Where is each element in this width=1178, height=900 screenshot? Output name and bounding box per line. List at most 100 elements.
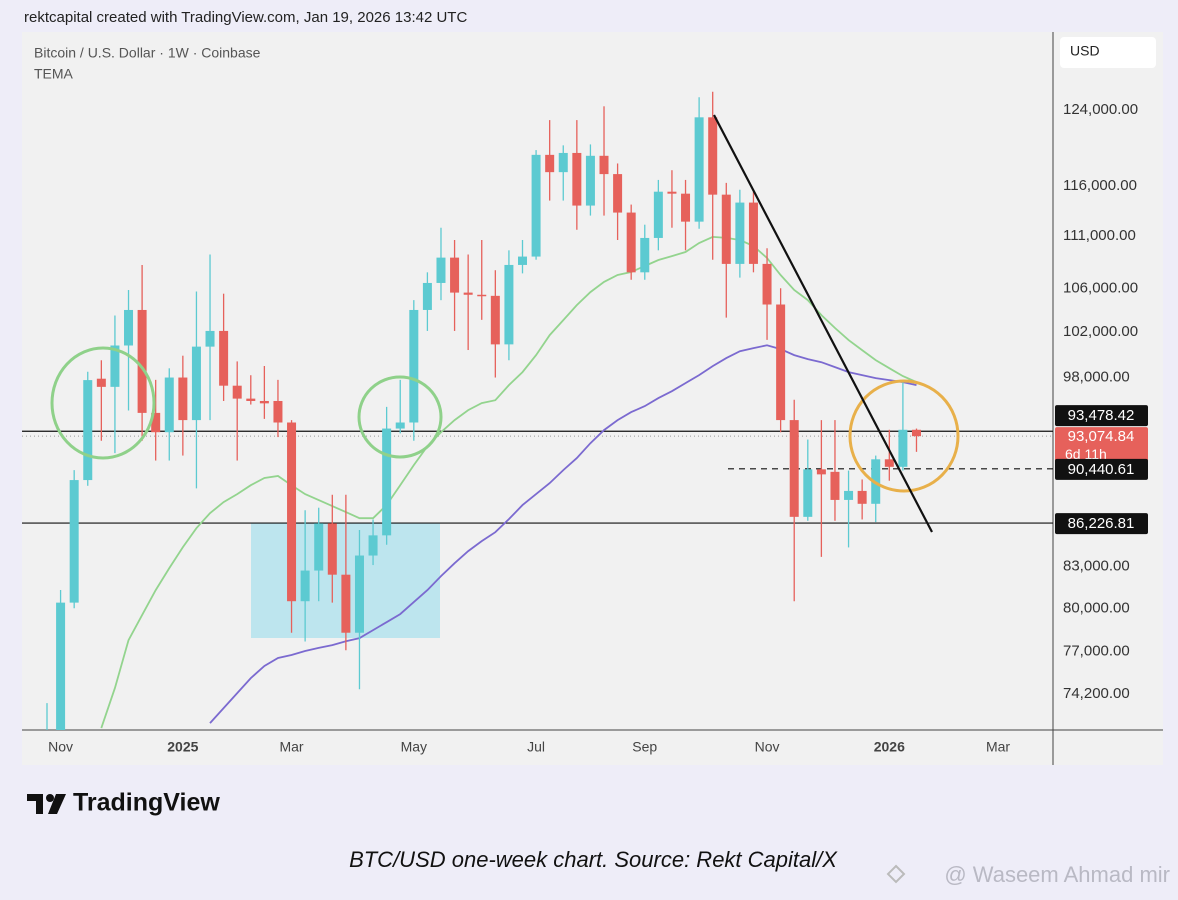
candle-body [857, 490, 867, 504]
candle-body [585, 155, 595, 206]
last-price-tag [1055, 427, 1148, 466]
candle-body [463, 292, 473, 295]
candle-body [816, 469, 826, 475]
candle-body [178, 377, 188, 421]
candle-body [450, 257, 460, 293]
level-label: 86,226.81 [1068, 515, 1135, 532]
x-tick-label: 2026 [874, 739, 905, 755]
header: rektcapital created with TradingView.com… [24, 9, 467, 26]
candle-body [572, 152, 582, 206]
countdown: 6d 11h [1065, 446, 1107, 462]
candle-body [626, 212, 636, 273]
circle-annotation [50, 346, 156, 460]
last-price-label: 93,074.84 [1068, 428, 1135, 445]
candle-body [327, 523, 337, 575]
candle-body [518, 256, 527, 265]
candle-body [748, 202, 758, 264]
chart-panel [22, 32, 1163, 765]
x-tick-label: Jul [527, 739, 545, 755]
candle-body [259, 400, 269, 404]
y-tick-label: 80,000.00 [1063, 599, 1130, 616]
x-tick-label: Nov [755, 739, 780, 755]
candle-body [504, 264, 514, 345]
candle-body [844, 490, 854, 500]
candle-body [422, 282, 432, 310]
candle-body [287, 422, 297, 602]
x-axis: Nov 2025 Mar May Jul Sep Nov 2026 Mar [48, 739, 1010, 755]
candle-body [151, 412, 161, 433]
currency-button[interactable] [1060, 37, 1156, 68]
candle-body [830, 471, 840, 500]
annotations [50, 114, 960, 533]
candle-body [762, 263, 772, 305]
candle-body [246, 398, 256, 401]
x-tick-label: Sep [632, 739, 657, 755]
candles [43, 91, 921, 793]
candle-body [640, 237, 650, 273]
candle-body [721, 194, 731, 264]
levels [22, 430, 1053, 524]
candle-body [341, 574, 351, 633]
x-tick-label: 2025 [167, 739, 198, 755]
candle-body [653, 191, 663, 238]
candle-body [395, 422, 405, 429]
level-tag [1055, 513, 1148, 535]
candle-body [803, 469, 813, 517]
caption: BTC/USD one-week chart. Source: Rekt Cap… [349, 847, 838, 872]
overlays [100, 235, 917, 729]
x-tick-label: Nov [48, 739, 73, 755]
y-tick-label: 116,000.00 [1063, 177, 1137, 194]
candle-body [69, 480, 79, 603]
indicator-line [100, 235, 917, 729]
candle-body [545, 154, 555, 173]
y-tick-label: 124,000.00 [1063, 101, 1138, 118]
candle-body [191, 346, 201, 421]
x-tick-label: Mar [279, 739, 303, 755]
trendline [713, 114, 933, 533]
candle-body [300, 570, 310, 602]
candle-body [667, 191, 677, 194]
level-label: 93,478.42 [1068, 407, 1135, 424]
candle-body [56, 602, 66, 730]
candle-body [273, 400, 283, 423]
candle-body [911, 429, 921, 437]
candle-body [708, 117, 718, 195]
level-tag [1055, 458, 1148, 480]
y-tick-label: 102,000.00 [1063, 323, 1138, 340]
candle-body [232, 385, 242, 399]
candle-body [490, 295, 500, 345]
currency-label[interactable]: USD [1070, 43, 1100, 59]
x-tick-label: Mar [986, 739, 1010, 755]
candle-body [436, 257, 446, 283]
y-tick-label: 98,000.00 [1063, 369, 1130, 386]
candle-body [558, 152, 568, 173]
y-tick-label: 83,000.00 [1063, 557, 1130, 574]
watermark: @ Waseem Ahmad mir [944, 862, 1170, 887]
y-tick-label: 77,000.00 [1063, 643, 1130, 660]
candle-body [368, 535, 378, 556]
candle-body [531, 154, 541, 257]
candle-body [735, 202, 745, 264]
indicator-label: TEMA [34, 66, 74, 82]
logo-icon [27, 794, 43, 814]
y-axis: 124,000.00 116,000.00 111,000.00 106,000.00… [1063, 101, 1138, 702]
candle-body [219, 330, 229, 386]
level-tag [1055, 405, 1148, 427]
candle-body [96, 378, 106, 387]
candle-body [694, 117, 704, 222]
candle-body [477, 294, 487, 297]
candle-body [382, 428, 392, 536]
candle-body [110, 345, 120, 387]
candle-body [164, 377, 174, 433]
logo-icon [48, 794, 66, 814]
chart-title: Bitcoin / U.S. Dollar · 1W · Coinbase [34, 45, 261, 61]
candle-body [43, 770, 52, 793]
candle-body [124, 309, 134, 346]
candle-body [789, 420, 799, 517]
candle-body [354, 555, 364, 633]
candle-body [884, 459, 894, 467]
candle-body [314, 523, 324, 571]
brand-logo: TradingView [27, 789, 220, 817]
